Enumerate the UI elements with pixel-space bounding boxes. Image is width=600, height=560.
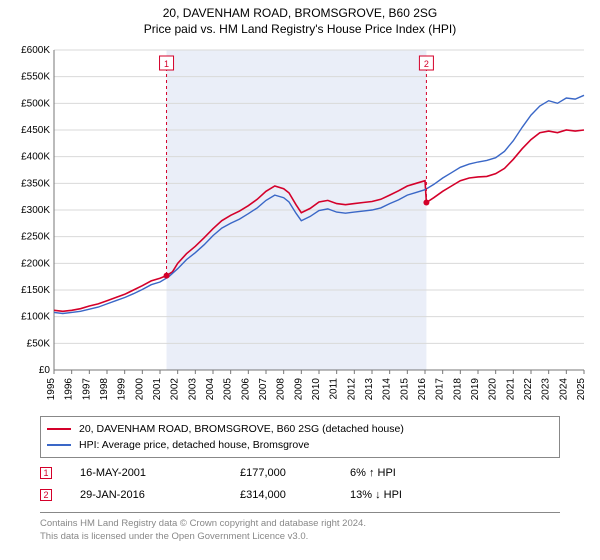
- title-block: 20, DAVENHAM ROAD, BROMSGROVE, B60 2SG P…: [0, 0, 600, 36]
- svg-text:£150K: £150K: [21, 285, 50, 296]
- svg-text:1996: 1996: [64, 378, 75, 401]
- svg-text:2005: 2005: [223, 378, 234, 401]
- svg-text:2023: 2023: [541, 378, 552, 401]
- svg-text:1997: 1997: [81, 378, 92, 401]
- address-title: 20, DAVENHAM ROAD, BROMSGROVE, B60 2SG: [0, 6, 600, 20]
- svg-text:£450K: £450K: [21, 125, 50, 136]
- legend-swatch: [47, 428, 71, 430]
- legend-row: HPI: Average price, detached house, Brom…: [47, 437, 553, 453]
- footer-line-1: Contains HM Land Registry data © Crown c…: [40, 517, 560, 530]
- svg-text:£350K: £350K: [21, 178, 50, 189]
- sale-date: 29-JAN-2016: [80, 489, 240, 501]
- sale-delta: 13% ↓ HPI: [350, 489, 460, 501]
- svg-text:2024: 2024: [558, 378, 569, 401]
- sale-marker: 2: [40, 489, 52, 501]
- svg-text:£0: £0: [39, 365, 51, 376]
- svg-text:2008: 2008: [276, 378, 287, 401]
- svg-text:2015: 2015: [399, 378, 410, 401]
- svg-text:2006: 2006: [240, 378, 251, 401]
- svg-text:1995: 1995: [46, 378, 57, 401]
- svg-text:2013: 2013: [364, 378, 375, 401]
- svg-text:2009: 2009: [293, 378, 304, 401]
- subtitle: Price paid vs. HM Land Registry's House …: [0, 22, 600, 36]
- svg-text:2017: 2017: [435, 378, 446, 401]
- svg-text:2000: 2000: [134, 378, 145, 401]
- svg-text:2001: 2001: [152, 378, 163, 401]
- svg-text:2021: 2021: [505, 378, 516, 401]
- figure-root: 20, DAVENHAM ROAD, BROMSGROVE, B60 2SG P…: [0, 0, 600, 560]
- svg-text:1998: 1998: [99, 378, 110, 401]
- svg-text:£200K: £200K: [21, 258, 50, 269]
- svg-text:£400K: £400K: [21, 152, 50, 163]
- legend-swatch: [47, 444, 71, 446]
- sale-date: 16-MAY-2001: [80, 467, 240, 479]
- svg-text:2020: 2020: [488, 378, 499, 401]
- footer: Contains HM Land Registry data © Crown c…: [40, 512, 560, 543]
- sale-row: 2 29-JAN-2016£314,00013% ↓ HPI: [40, 484, 560, 506]
- svg-text:1: 1: [164, 59, 169, 69]
- svg-text:2025: 2025: [576, 378, 587, 401]
- svg-text:2011: 2011: [329, 378, 340, 400]
- legend-row: 20, DAVENHAM ROAD, BROMSGROVE, B60 2SG (…: [47, 421, 553, 437]
- chart-area: £0 £50K £100K £150K £200K £250K £300K £350K £400…: [8, 44, 592, 410]
- svg-text:£50K: £50K: [27, 338, 51, 349]
- sale-price: £314,000: [240, 489, 350, 501]
- svg-text:2022: 2022: [523, 378, 534, 401]
- svg-text:2002: 2002: [170, 378, 181, 401]
- svg-text:£300K: £300K: [21, 205, 50, 216]
- footer-line-2: This data is licensed under the Open Gov…: [40, 530, 560, 543]
- svg-text:£250K: £250K: [21, 232, 50, 243]
- legend-label: 20, DAVENHAM ROAD, BROMSGROVE, B60 2SG (…: [79, 421, 404, 437]
- svg-text:£100K: £100K: [21, 312, 50, 323]
- line-chart: £0 £50K £100K £150K £200K £250K £300K £350K £400…: [8, 44, 592, 410]
- svg-text:2003: 2003: [187, 378, 198, 401]
- svg-text:£500K: £500K: [21, 98, 50, 109]
- svg-text:1999: 1999: [117, 378, 128, 401]
- svg-text:£550K: £550K: [21, 72, 50, 83]
- svg-text:2010: 2010: [311, 378, 322, 401]
- svg-text:2007: 2007: [258, 378, 269, 401]
- sales-table: 1 16-MAY-2001£177,0006% ↑ HPI 2 29-JAN-2016…: [40, 462, 560, 506]
- svg-text:2004: 2004: [205, 378, 216, 401]
- svg-text:2019: 2019: [470, 378, 481, 401]
- sale-marker: 1: [40, 467, 52, 479]
- sale-delta: 6% ↑ HPI: [350, 467, 460, 479]
- svg-text:£600K: £600K: [21, 45, 50, 56]
- legend-label: HPI: Average price, detached house, Brom…: [79, 437, 309, 453]
- svg-text:2: 2: [424, 59, 429, 69]
- svg-text:2018: 2018: [452, 378, 463, 401]
- svg-text:2016: 2016: [417, 378, 428, 401]
- sale-row: 1 16-MAY-2001£177,0006% ↑ HPI: [40, 462, 560, 484]
- sale-price: £177,000: [240, 467, 350, 479]
- legend: 20, DAVENHAM ROAD, BROMSGROVE, B60 2SG (…: [40, 416, 560, 458]
- svg-text:2012: 2012: [346, 378, 357, 401]
- svg-text:2014: 2014: [382, 378, 393, 401]
